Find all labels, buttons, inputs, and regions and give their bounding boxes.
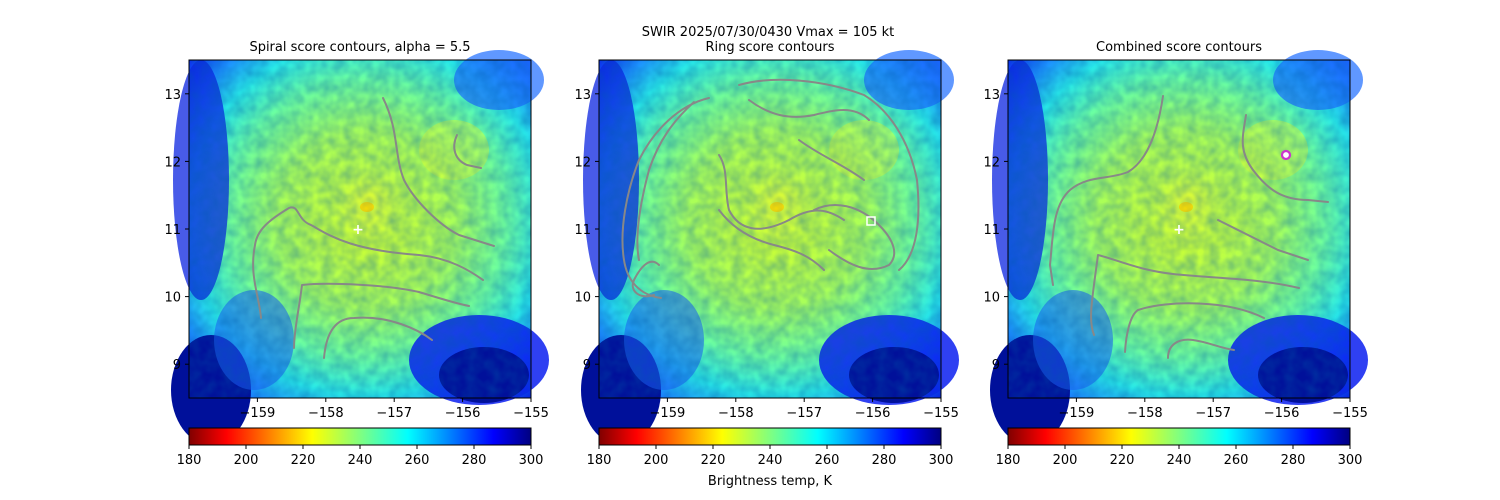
y-tick-label: 9 xyxy=(992,358,1000,373)
colorbar-label: Brightness temp, K xyxy=(708,474,833,489)
panel-ring xyxy=(581,50,959,445)
y-tick-label: 12 xyxy=(983,155,1000,170)
colorbar xyxy=(1007,427,1351,446)
figure-suptitle: SWIR 2025/07/30/0430 Vmax = 105 kt xyxy=(642,25,895,40)
x-tick-label: −157 xyxy=(376,406,412,421)
panel-title: Ring score contours xyxy=(705,40,834,55)
center-plus-marker: + xyxy=(352,222,364,238)
colorbar-tick-label: 280 xyxy=(1281,453,1306,468)
y-tick-label: 12 xyxy=(164,155,181,170)
x-tick-label: −156 xyxy=(855,406,891,421)
combined-contours xyxy=(1049,95,1329,359)
y-tick-label: 10 xyxy=(164,291,181,306)
best-center-circle-marker xyxy=(1280,149,1292,161)
colorbar-tick-label: 300 xyxy=(1338,453,1363,468)
x-tick-label: −156 xyxy=(1264,406,1300,421)
colorbar-tick-label: 180 xyxy=(177,453,202,468)
center-plus-marker: + xyxy=(1173,222,1185,238)
panel-combined: + xyxy=(990,50,1368,445)
y-tick-label: 10 xyxy=(983,291,1000,306)
x-tick-label: −155 xyxy=(923,406,959,421)
x-tick-label: −158 xyxy=(718,406,754,421)
colorbar-tick-label: 180 xyxy=(587,453,612,468)
brightness-field-image xyxy=(171,50,549,445)
colorbar-tick-label: 300 xyxy=(929,453,954,468)
center-square-marker xyxy=(866,216,876,226)
panel-title: Combined score contours xyxy=(1096,40,1262,55)
x-tick-label: −157 xyxy=(786,406,822,421)
x-tick-label: −159 xyxy=(650,406,686,421)
y-tick-label: 11 xyxy=(983,223,1000,238)
y-tick-label: 13 xyxy=(983,88,1000,103)
y-tick-label: 9 xyxy=(173,358,181,373)
x-tick-label: −158 xyxy=(308,406,344,421)
brightness-field-image xyxy=(990,50,1368,445)
colorbar-tick-label: 280 xyxy=(872,453,897,468)
panel-title: Spiral score contours, alpha = 5.5 xyxy=(249,40,470,55)
ring-contours xyxy=(621,78,920,299)
colorbar xyxy=(188,427,532,446)
y-tick-label: 13 xyxy=(164,88,181,103)
colorbar-tick-label: 260 xyxy=(815,453,840,468)
colorbar-tick-label: 200 xyxy=(644,453,669,468)
y-tick-label: 12 xyxy=(574,155,591,170)
x-tick-label: −158 xyxy=(1127,406,1163,421)
y-tick-label: 10 xyxy=(574,291,591,306)
colorbar-tick-label: 220 xyxy=(1110,453,1135,468)
y-tick-label: 13 xyxy=(574,88,591,103)
chart-text-layer: Spiral score contours, alpha = 5.5 −159 −1… xyxy=(164,40,1367,489)
colorbar-tick-label: 260 xyxy=(1224,453,1249,468)
spiral-contours xyxy=(252,97,495,359)
colorbar-tick-label: 240 xyxy=(758,453,783,468)
colorbar-tick-label: 240 xyxy=(1167,453,1192,468)
colorbar-tick-label: 180 xyxy=(996,453,1021,468)
y-tick-label: 11 xyxy=(164,223,181,238)
x-tick-label: −155 xyxy=(513,406,549,421)
x-tick-label: −156 xyxy=(445,406,481,421)
y-tick-label: 11 xyxy=(574,223,591,238)
colorbar-tick-label: 240 xyxy=(348,453,373,468)
colorbar-tick-label: 200 xyxy=(1053,453,1078,468)
colorbar-tick-label: 200 xyxy=(234,453,259,468)
y-tick-label: 9 xyxy=(583,358,591,373)
x-tick-label: −155 xyxy=(1332,406,1368,421)
colorbar-tick-label: 300 xyxy=(519,453,544,468)
panel-spiral: + xyxy=(171,50,549,445)
colorbar-tick-label: 220 xyxy=(701,453,726,468)
colorbar xyxy=(598,427,942,446)
colorbar-tick-label: 260 xyxy=(405,453,430,468)
colorbar-tick-label: 280 xyxy=(462,453,487,468)
x-tick-label: −159 xyxy=(240,406,276,421)
colorbar-tick-label: 220 xyxy=(291,453,316,468)
x-tick-label: −157 xyxy=(1195,406,1231,421)
x-tick-label: −159 xyxy=(1059,406,1095,421)
